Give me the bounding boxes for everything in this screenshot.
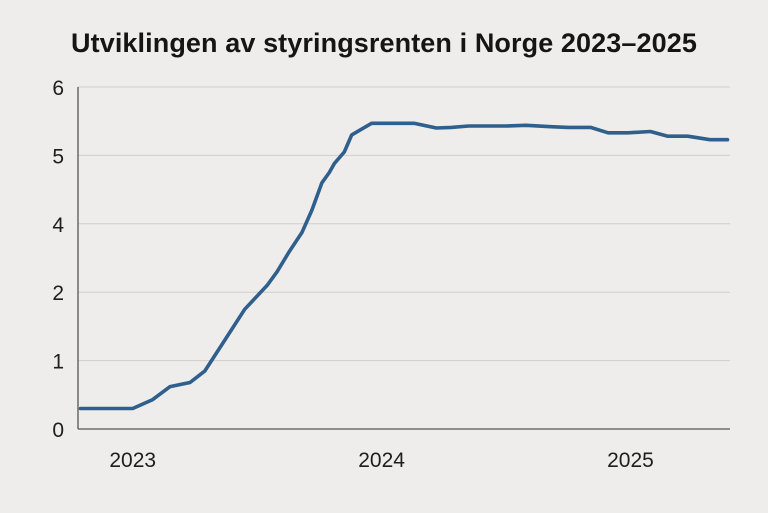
- y-tick-label: 1: [52, 351, 64, 374]
- y-tick-label: 2: [52, 282, 64, 305]
- y-tick-label: 6: [52, 77, 64, 100]
- y-tick-label: 4: [52, 214, 64, 237]
- y-tick-label: 5: [52, 145, 64, 168]
- x-tick-label: 2025: [607, 449, 654, 472]
- series-line: [78, 121, 730, 411]
- chart-title: Utviklingen av styringsrenten i Norge 20…: [71, 28, 697, 58]
- x-tick-label: 2024: [358, 449, 405, 472]
- x-tick-label: 2023: [109, 449, 156, 472]
- y-tick-label: 0: [52, 419, 64, 442]
